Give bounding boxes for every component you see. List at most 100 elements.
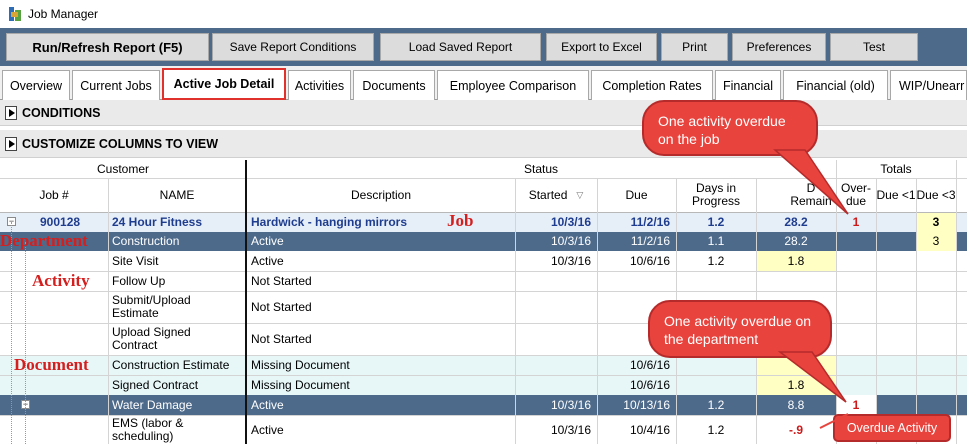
table-row-activity[interactable]: EMS (labor & scheduling) Active 10/3/16 … (0, 415, 967, 444)
started-cell: 10/3/16 (550, 234, 591, 248)
tab-employee-comparison[interactable]: Employee Comparison (437, 70, 589, 100)
preferences-button[interactable]: Preferences (732, 33, 826, 61)
column-job-number[interactable]: Job # (39, 187, 69, 202)
due-cell: 10/6/16 (629, 377, 670, 392)
grid-line (956, 160, 957, 444)
annotation-department-label: Department (0, 231, 88, 250)
overdue-cell: 1 (836, 395, 876, 415)
tab-documents[interactable]: Documents (353, 70, 435, 100)
tab-completion-rates[interactable]: Completion Rates (591, 70, 713, 100)
due-cell: 11/2/16 (630, 234, 670, 248)
days-in-progress-cell: 1.2 (707, 253, 725, 268)
grid-line (836, 160, 837, 444)
table-row-document[interactable]: Construction Estimate Missing Document 1… (0, 355, 967, 375)
due-cell: 10/6/16 (629, 357, 670, 372)
job-number-cell: 900128 (40, 214, 81, 229)
grid-line (0, 323, 967, 324)
table-row-activity[interactable]: Site Visit Active 10/3/16 10/6/16 1.2 1.… (0, 251, 967, 271)
customize-columns-label: CUSTOMIZE COLUMNS TO VIEW (22, 136, 219, 151)
days-remaining-cell: 28.2 (784, 234, 808, 248)
days-remaining-cell (756, 355, 836, 375)
tab-overview[interactable]: Overview (2, 70, 70, 100)
due-cell: 11/2/16 (630, 214, 670, 229)
name-cell: Signed Contract (112, 377, 199, 392)
grid-line (0, 375, 967, 376)
job-detail-grid: Customer Status Totals Job # NAME Descri… (0, 160, 967, 444)
expand-triangle-icon[interactable] (5, 136, 17, 151)
column-started-label: Started (528, 187, 568, 202)
started-cell: 10/3/16 (550, 397, 591, 412)
sort-down-icon: ▽ (576, 189, 584, 200)
grid-line (876, 178, 877, 444)
table-row-department[interactable]: − Water Damage Active 10/3/16 10/13/16 1… (0, 395, 967, 415)
annotation-activity-label: Activity (32, 271, 90, 290)
tab-current-jobs[interactable]: Current Jobs (72, 70, 160, 100)
frozen-column-divider (245, 160, 247, 444)
due-cell: 10/6/16 (629, 253, 670, 268)
name-cell: Construction Estimate (112, 357, 230, 372)
name-cell: EMS (labor & scheduling) (112, 416, 184, 443)
name-cell: Water Damage (112, 397, 193, 412)
column-overdue[interactable]: Over-due (841, 181, 871, 208)
name-cell: Construction (112, 234, 180, 248)
description-cell: Hardwick - hanging mirrors (251, 214, 408, 229)
window-title: Job Manager (28, 7, 99, 21)
callout-job-overdue: One activity overdue on the job (642, 100, 818, 156)
description-cell: Active (251, 397, 284, 412)
job-manager-app-icon (8, 7, 22, 21)
test-button[interactable]: Test (830, 33, 918, 61)
due-lt3-cell: 3 (916, 232, 956, 251)
header-status: Status (523, 161, 559, 176)
description-cell: Active (251, 253, 284, 268)
toolbar: Run/Refresh Report (F5) Save Report Cond… (0, 28, 967, 66)
grid-line (597, 178, 598, 444)
table-row-activity[interactable]: Follow Up Not Started (0, 271, 967, 291)
table-row-activity[interactable]: Upload Signed Contract Not Started (0, 323, 967, 355)
print-button[interactable]: Print (661, 33, 728, 61)
column-days-in-progress[interactable]: Days in Progress (691, 181, 741, 208)
days-remaining-cell: 1.8 (756, 375, 836, 395)
table-row-document[interactable]: Signed Contract Missing Document 10/6/16… (0, 375, 967, 395)
grid-line (108, 178, 109, 444)
description-cell: Not Started (251, 273, 312, 288)
table-row-job[interactable]: − 900128 24 Hour Fitness Hardwick - hang… (0, 212, 967, 232)
column-started[interactable]: Started ▽ (515, 178, 597, 212)
started-cell: 10/3/16 (550, 422, 591, 437)
column-due-lt3[interactable]: Due <3 (916, 187, 956, 202)
grid-line (916, 178, 917, 444)
export-to-excel-button[interactable]: Export to Excel (546, 33, 657, 61)
name-cell: 24 Hour Fitness (112, 214, 203, 229)
description-cell: Active (251, 422, 284, 437)
header-customer: Customer (96, 161, 149, 176)
overdue-value: 1 (852, 397, 860, 412)
column-description[interactable]: Description (350, 187, 412, 202)
run-refresh-report-button[interactable]: Run/Refresh Report (F5) (6, 33, 209, 61)
grid-line (0, 271, 967, 272)
tab-active-job-detail[interactable]: Active Job Detail (162, 68, 286, 100)
table-row-department[interactable]: Construction Active 10/3/16 11/2/16 1.1 … (0, 232, 967, 251)
grid-line (515, 178, 516, 444)
column-name[interactable]: NAME (159, 187, 195, 202)
annotation-job-label: Job (447, 211, 474, 230)
description-cell: Missing Document (251, 357, 350, 372)
customize-columns-section[interactable]: CUSTOMIZE COLUMNS TO VIEW (0, 130, 967, 158)
days-remaining-cell: -.9 (788, 422, 803, 437)
load-saved-report-button[interactable]: Load Saved Report (380, 33, 541, 61)
column-days-remaining[interactable]: D Remain (756, 178, 836, 212)
table-row-activity[interactable]: Submit/Upload Estimate Not Started (0, 291, 967, 323)
column-due[interactable]: Due (625, 187, 648, 202)
save-report-conditions-button[interactable]: Save Report Conditions (212, 33, 374, 61)
days-in-progress-cell: 1.2 (707, 214, 725, 229)
conditions-label: CONDITIONS (22, 105, 101, 120)
tab-financial-old[interactable]: Financial (old) (783, 70, 888, 100)
tree-guide-line (11, 222, 12, 444)
description-cell: Active (251, 234, 284, 248)
expand-triangle-icon[interactable] (5, 105, 17, 120)
conditions-section[interactable]: CONDITIONS (0, 100, 967, 126)
due-cell: 10/4/16 (629, 422, 670, 437)
tab-wip-unearned[interactable]: WIP/Unearr (890, 70, 967, 100)
tab-financial[interactable]: Financial (715, 70, 781, 100)
column-due-lt1[interactable]: Due <1 (876, 187, 916, 202)
tab-activities[interactable]: Activities (288, 70, 351, 100)
days-remaining-label-bottom: Remain (790, 194, 832, 208)
